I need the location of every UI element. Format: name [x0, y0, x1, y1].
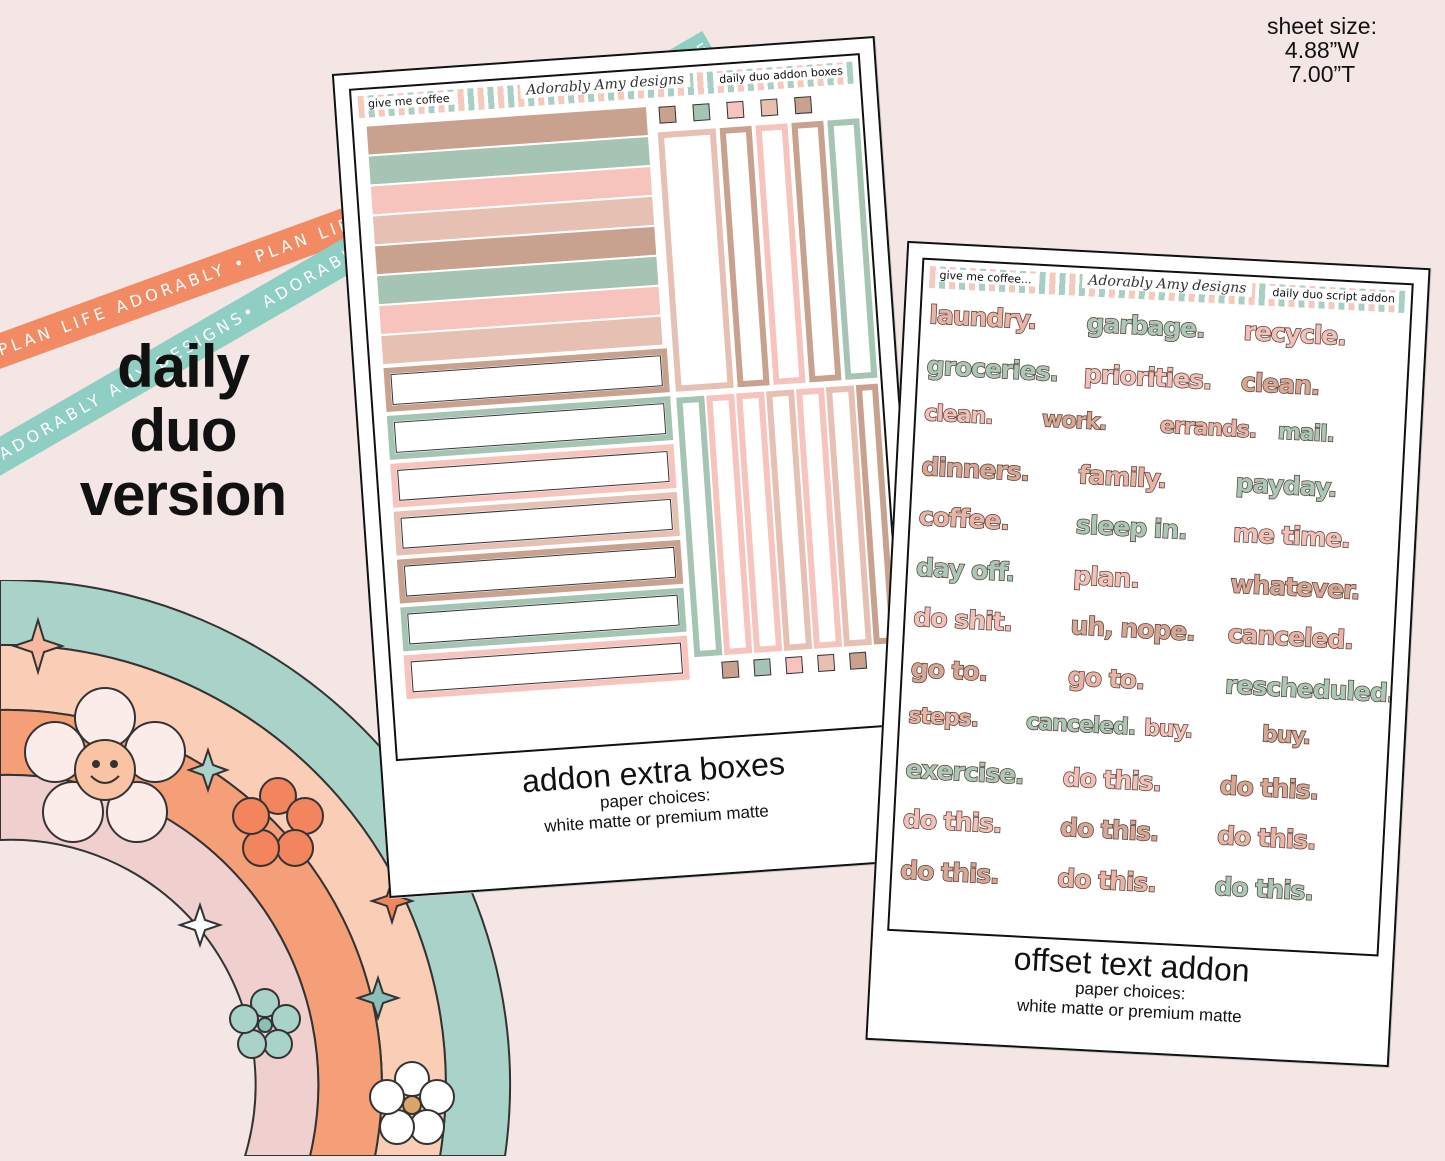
- vertical-box-sticker: [795, 387, 843, 649]
- vertical-box-sticker: [736, 391, 783, 653]
- white-flower-icon: [369, 1061, 455, 1145]
- mini-square-sticker: [726, 100, 745, 119]
- header-sticker: [379, 314, 665, 367]
- word-sticker: sleep in.: [1074, 509, 1188, 545]
- word-sticker: me time.: [1232, 518, 1352, 555]
- sheet-size-width: 4.88”W: [1284, 37, 1360, 63]
- sticker-sheet-addon-boxes[interactable]: give me coffee Adorably Amy designs dail…: [331, 36, 933, 898]
- word-sticker: coffee.: [917, 501, 1010, 536]
- word-sticker: garbage.: [1085, 308, 1206, 345]
- mini-square-sticker: [794, 96, 813, 115]
- box-sticker: [396, 539, 684, 604]
- vertical-box-sticker: [791, 120, 842, 383]
- word-sticker: do this.: [1059, 812, 1160, 848]
- word-sticker: go to.: [1067, 661, 1146, 695]
- word-sticker: canceled.: [1025, 709, 1137, 741]
- mini-square-sticker: [817, 653, 836, 673]
- word-sticker: whatever.: [1229, 568, 1361, 605]
- word-sticker: uh, nope.: [1069, 610, 1196, 647]
- sticker-area: give me coffee Adorably Amy designs dail…: [348, 53, 907, 762]
- word-sticker: do this.: [1216, 820, 1317, 856]
- mini-square-sticker: [848, 651, 868, 670]
- sheet-size-label: sheet size:: [1267, 13, 1377, 39]
- word-sticker: mail.: [1276, 419, 1335, 448]
- word-sticker: buy.: [1261, 721, 1312, 750]
- sparkle-icon: [186, 746, 230, 794]
- word-sticker: rescheduled.: [1224, 669, 1397, 708]
- box-sticker: [400, 587, 687, 652]
- mini-square-sticker: [760, 98, 779, 117]
- sticker-shapes: [364, 96, 896, 700]
- version-line-1: daily: [117, 333, 250, 400]
- mini-square-sticker: [753, 658, 772, 677]
- sticker-sheet-script-addon[interactable]: give me coffee... Adorably Amy designs d…: [865, 240, 1431, 1068]
- sheet-size-info: sheet size: 4.88”W 7.00”T: [1237, 14, 1407, 86]
- box-sticker: [386, 396, 674, 460]
- sticker-area: give me coffee... Adorably Amy designs d…: [887, 257, 1414, 957]
- vertical-box-sticker: [676, 395, 723, 658]
- box-sticker: [403, 635, 690, 700]
- smiley-flower-icon: [24, 687, 186, 843]
- word-sticker: steps.: [907, 703, 979, 733]
- mini-square-sticker: [658, 105, 677, 124]
- version-heading: daily duo version: [48, 335, 318, 527]
- word-sticker: exercise.: [904, 753, 1025, 790]
- sparkle-icon: [176, 901, 224, 949]
- box-sticker: [393, 491, 680, 556]
- word-sticker: plan.: [1072, 560, 1141, 594]
- word-sticker: payday.: [1234, 467, 1338, 503]
- word-sticker: do this.: [1061, 761, 1162, 797]
- teal-flower-icon: [229, 988, 301, 1059]
- sparkle-icon: [354, 974, 402, 1022]
- word-sticker: do this.: [1056, 862, 1157, 898]
- word-sticker: family.: [1077, 459, 1167, 494]
- box-sticker: [390, 444, 677, 508]
- word-sticker: buy.: [1143, 715, 1194, 744]
- word-sticker: canceled.: [1226, 618, 1354, 655]
- sheet-size-height: 7.00”T: [1288, 61, 1356, 87]
- version-line-2: duo: [129, 397, 238, 464]
- word-sticker: clean.: [923, 400, 994, 430]
- word-sticker: do shit.: [912, 602, 1013, 638]
- vertical-box-sticker: [755, 123, 806, 385]
- rainbow-illustration: [0, 578, 520, 1157]
- sparkle-icon: [368, 876, 416, 926]
- box-sticker: [383, 348, 670, 412]
- mini-square-sticker: [692, 103, 711, 122]
- word-sticker: errands.: [1159, 413, 1258, 445]
- mini-square-sticker: [785, 656, 804, 675]
- word-sticker: do this.: [1218, 770, 1320, 806]
- word-sticker: groceries.: [925, 350, 1059, 387]
- word-sticker: work.: [1041, 406, 1108, 436]
- word-sticker: go to.: [909, 652, 989, 687]
- version-line-3: version: [79, 461, 287, 528]
- word-sticker: laundry.: [928, 299, 1038, 335]
- mini-square-sticker: [721, 660, 740, 679]
- vertical-box-sticker: [719, 125, 770, 388]
- word-sticker: do this.: [899, 854, 1000, 890]
- vertical-box-sticker: [766, 389, 813, 651]
- word-sticker: do this.: [902, 804, 1003, 840]
- orange-flower-icon: [232, 777, 324, 867]
- word-sticker: day off.: [915, 552, 1016, 588]
- vertical-box-sticker: [855, 383, 896, 645]
- word-sticker: dinners.: [920, 451, 1031, 487]
- sparkle-icon: [10, 616, 66, 676]
- vertical-box-sticker: [825, 385, 872, 647]
- word-sticker: clean.: [1240, 366, 1321, 401]
- word-sticker: priorities.: [1082, 358, 1213, 395]
- vertical-box-sticker: [827, 118, 878, 380]
- word-sticker: do this.: [1213, 871, 1314, 907]
- word-sticker: recycle.: [1242, 316, 1347, 352]
- vertical-box-sticker: [706, 393, 753, 656]
- vertical-box-sticker: [657, 128, 734, 392]
